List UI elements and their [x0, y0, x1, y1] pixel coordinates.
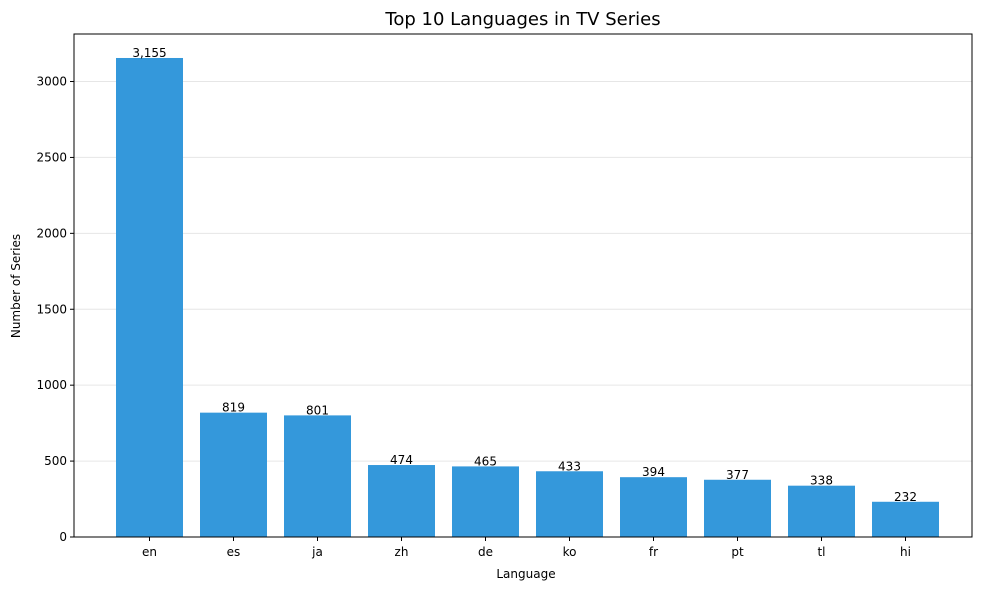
bar-pt	[704, 479, 771, 537]
x-tick-label-de: de	[478, 545, 493, 559]
x-axis-ticks: en es ja zh de ko fr pt tl hi	[142, 537, 911, 559]
bar-ja	[284, 415, 351, 537]
data-label-en: 3,155	[132, 46, 166, 60]
bar-fr	[620, 477, 687, 537]
bars	[116, 57, 939, 538]
x-tick-label-tl: tl	[817, 545, 825, 559]
y-tick-label: 500	[44, 454, 67, 468]
data-label-fr: 394	[642, 465, 665, 479]
x-tick-label-en: en	[142, 545, 157, 559]
x-tick-label-fr: fr	[649, 545, 658, 559]
x-tick-label-es: es	[227, 545, 241, 559]
y-tick-label: 1500	[36, 302, 67, 316]
bar-hi	[872, 501, 939, 537]
x-tick-label-ko: ko	[563, 545, 577, 559]
x-axis-label: Language	[496, 567, 555, 581]
y-tick-label: 1000	[36, 378, 67, 392]
x-tick-label-ja: ja	[311, 545, 323, 559]
y-tick-label: 2000	[36, 226, 67, 240]
grid-lines	[74, 81, 972, 462]
bar-de	[452, 466, 519, 537]
data-label-zh: 474	[390, 453, 413, 467]
data-label-de: 465	[474, 454, 497, 468]
data-label-ja: 801	[306, 403, 329, 417]
y-tick-label: 3000	[36, 75, 67, 89]
y-tick-label: 0	[59, 530, 67, 544]
x-tick-label-zh: zh	[395, 545, 409, 559]
data-label-pt: 377	[726, 468, 749, 482]
data-labels: 3,155 819 801 474 465 433 394 377 338 232	[132, 46, 917, 504]
bar-es	[200, 412, 267, 537]
x-tick-label-hi: hi	[900, 545, 911, 559]
data-label-tl: 338	[810, 474, 833, 488]
y-axis-ticks: 0 500 1000 1500 2000 2500 3000	[36, 75, 74, 544]
y-axis-label: Number of Series	[9, 234, 23, 338]
plot-frame	[73, 33, 973, 538]
data-label-ko: 433	[558, 459, 581, 473]
x-tick-label-pt: pt	[731, 545, 744, 559]
chart-title: Top 10 Languages in TV Series	[384, 9, 660, 30]
bar-zh	[368, 465, 435, 537]
bar-tl	[788, 485, 855, 537]
bar-en	[116, 57, 183, 538]
data-label-hi: 232	[894, 490, 917, 504]
data-label-es: 819	[222, 401, 245, 415]
y-tick-label: 2500	[36, 150, 67, 164]
bar-ko	[536, 471, 603, 537]
